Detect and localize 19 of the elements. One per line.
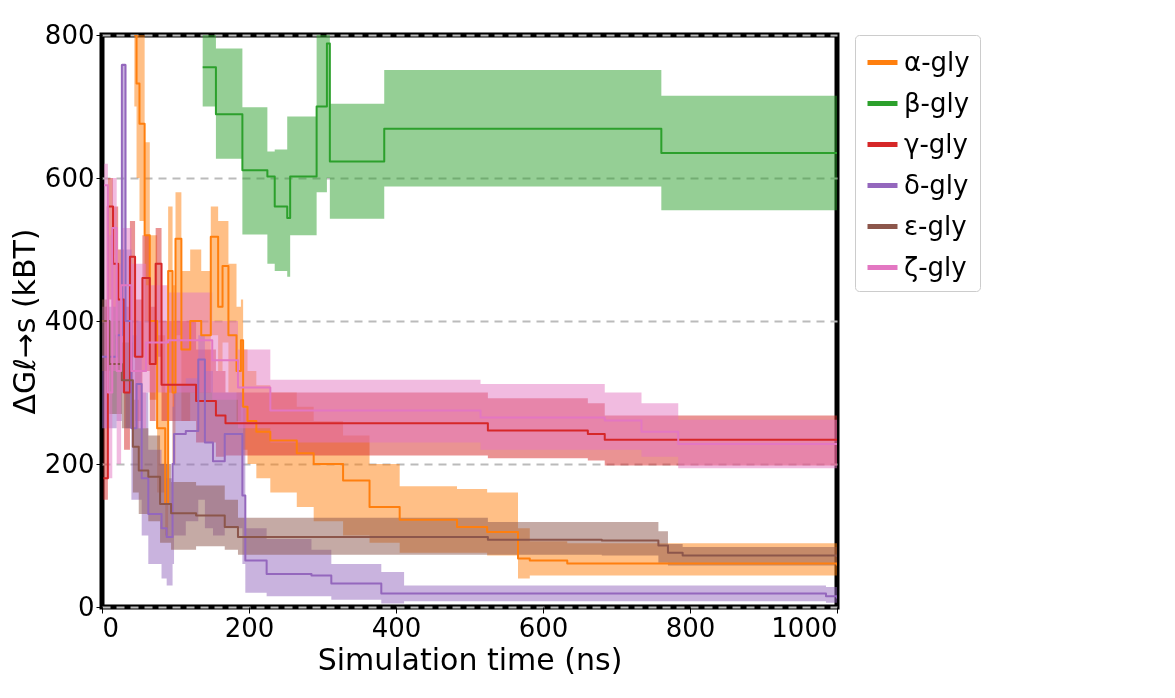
x-tick-label: 200 <box>224 612 275 643</box>
x-tick-label: 1000 <box>771 612 838 643</box>
y-tick-label: 800 <box>44 19 95 50</box>
x-axis-title: Simulation time (ns) <box>317 641 623 677</box>
x-tick-label: 600 <box>518 612 569 643</box>
y-tick-label: 400 <box>44 305 95 336</box>
y-axis-title: ΔGℓ→s (kBT) <box>6 228 42 415</box>
legend-label: δ-gly <box>904 169 969 200</box>
y-tick-label: 600 <box>44 162 95 193</box>
y-tick-label: 200 <box>44 448 95 479</box>
legend-label: β-gly <box>904 87 970 118</box>
y-tick-label: 0 <box>77 591 95 622</box>
x-tick-label: 400 <box>371 612 422 643</box>
legend-label: ε-gly <box>904 210 967 241</box>
legend-label: ζ-gly <box>904 251 967 282</box>
legend-label: γ-gly <box>904 128 968 159</box>
x-tick-label: 0 <box>102 612 120 643</box>
x-tick-label: 800 <box>665 612 716 643</box>
legend-label: α-gly <box>904 46 970 77</box>
